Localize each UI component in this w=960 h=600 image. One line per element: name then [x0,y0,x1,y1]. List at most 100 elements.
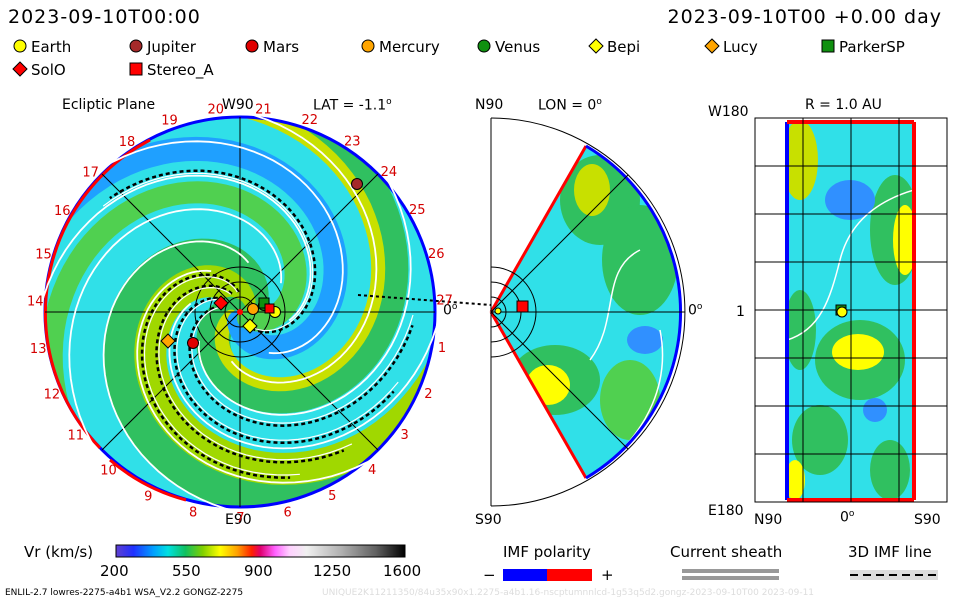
sector-label: 2 [424,387,432,402]
legend-label: Mars [263,38,300,56]
lonlat-bottom-left: E180 [708,503,744,519]
meridional-top-label: N90 [475,97,504,113]
colorbar-tick-900: 900 [244,562,273,580]
legend-item-parkersp: ParkerSP [820,38,905,56]
sector-label: 9 [144,489,152,504]
velocity-band [65,117,386,392]
mars-marker [187,337,199,349]
sector-label: 22 [302,113,319,128]
legend-item-venus: Venus [476,38,540,56]
sector-label: 18 [119,135,136,150]
jupiter-legend-icon [129,39,143,53]
legend-label: SolO [31,61,66,79]
imf-minus: − [483,566,496,584]
datetime-title: 2023-09-10T00:00 [8,6,201,28]
legend-label: Stereo_A [147,61,214,79]
venus-legend-icon [477,39,491,53]
earth-marker-lonlat [836,306,848,318]
current-sheath-label: Current sheath [670,543,783,561]
meridional-bottom-label: S90 [475,512,502,528]
lat-label: LAT = -1.1o [313,97,392,114]
legend-item-jupiter: Jupiter [128,38,196,56]
lon-label: LON = 0o [538,97,602,114]
sector-label: 7 [236,511,244,526]
ecliptic-markers [160,178,363,349]
ecliptic-positive-arc [43,138,151,450]
ecliptic-top-label: W90 [222,97,254,113]
mars-legend-icon [245,39,259,53]
legend-label: Lucy [723,38,758,56]
mercury-marker [247,303,259,315]
colorbar-tick-1250: 1250 [313,562,352,580]
meridional-edge-top [489,145,588,313]
velocity-contour [136,269,381,484]
legend-label: Venus [495,38,541,56]
colorbar-tick-550: 550 [172,562,201,580]
legend-label: Jupiter [147,38,196,56]
sector-label: 5 [328,489,336,504]
velocity-contour [39,174,312,322]
current-sheath-line-highlight [102,172,314,332]
sector-label: 14 [27,295,44,310]
velocity-contour [99,140,344,355]
solo-legend-icon [12,61,28,77]
sector-label: 6 [283,505,291,520]
legend-item-solo: SolO [12,61,66,79]
ecliptic-bottom-label: E90 [225,512,252,528]
legend-label: Mercury [379,38,440,56]
colorbar-tick-1600: 1600 [383,562,422,580]
imf-positive-swatch [547,569,592,581]
legend-item-mars: Mars [244,38,299,56]
stereo-a-marker [264,303,275,314]
bepi-marker [242,318,258,334]
current-sheath-line [140,273,291,479]
legend-item-earth: Earth [12,38,71,56]
imf-line-label: 3D IMF line [848,543,932,561]
parkersp-legend-icon [821,39,835,53]
mercury-legend-icon [361,39,375,53]
ecliptic-title: Ecliptic Plane [62,97,156,113]
earth-legend-icon [13,39,27,53]
sector-label: 4 [368,463,376,478]
legend-label: Earth [31,38,72,56]
earth-marker-meridional [494,307,502,315]
colorbar [115,544,406,558]
velocity-contour [197,171,412,416]
meridional-right-label: 0o [688,302,703,319]
colorbar-tick-200: 200 [100,562,129,580]
sector-label: 19 [161,114,178,129]
sector-label: 25 [409,203,426,218]
sector-label: 20 [208,102,225,117]
lonlat-grid [754,117,948,503]
sector-label: 8 [189,506,197,521]
sector-label: 26 [428,247,445,262]
imf-negative-swatch [503,569,547,581]
solo-marker [213,295,229,311]
lucy-legend-icon [704,38,720,54]
radius-label: R = 1.0 AU [805,97,882,113]
stereo_a-legend-icon [129,62,143,76]
lonlat-mid-left: 1 [736,304,745,320]
lonlat-x-mid: 0o [840,509,855,526]
legend-item-lucy: Lucy [704,38,758,56]
lonlat-top-left: W180 [708,104,749,120]
current-sheath-line [173,296,395,445]
imf-plus: + [601,566,614,584]
sector-label: 16 [54,204,71,219]
lonlat-x-left: N90 [754,512,783,528]
sector-label: 21 [255,102,272,117]
imf-line-connector [357,294,492,306]
current-sheath-line-highlight [158,286,353,461]
current-sheath-swatch-1 [682,569,779,573]
sector-label: 3 [401,428,409,443]
ecliptic-right-label: 0o [443,302,458,319]
sector-label: 24 [381,165,398,180]
bepi-legend-icon [588,38,604,54]
current-sheath-line-highlight [143,276,300,476]
model-info: ENLIL-2.7 lowres-2275-a4b1 WSA_V2.2 GONG… [5,588,244,598]
sector-label: 17 [82,166,99,181]
sector-label: 23 [344,135,361,150]
current-sheath-line [188,304,414,427]
